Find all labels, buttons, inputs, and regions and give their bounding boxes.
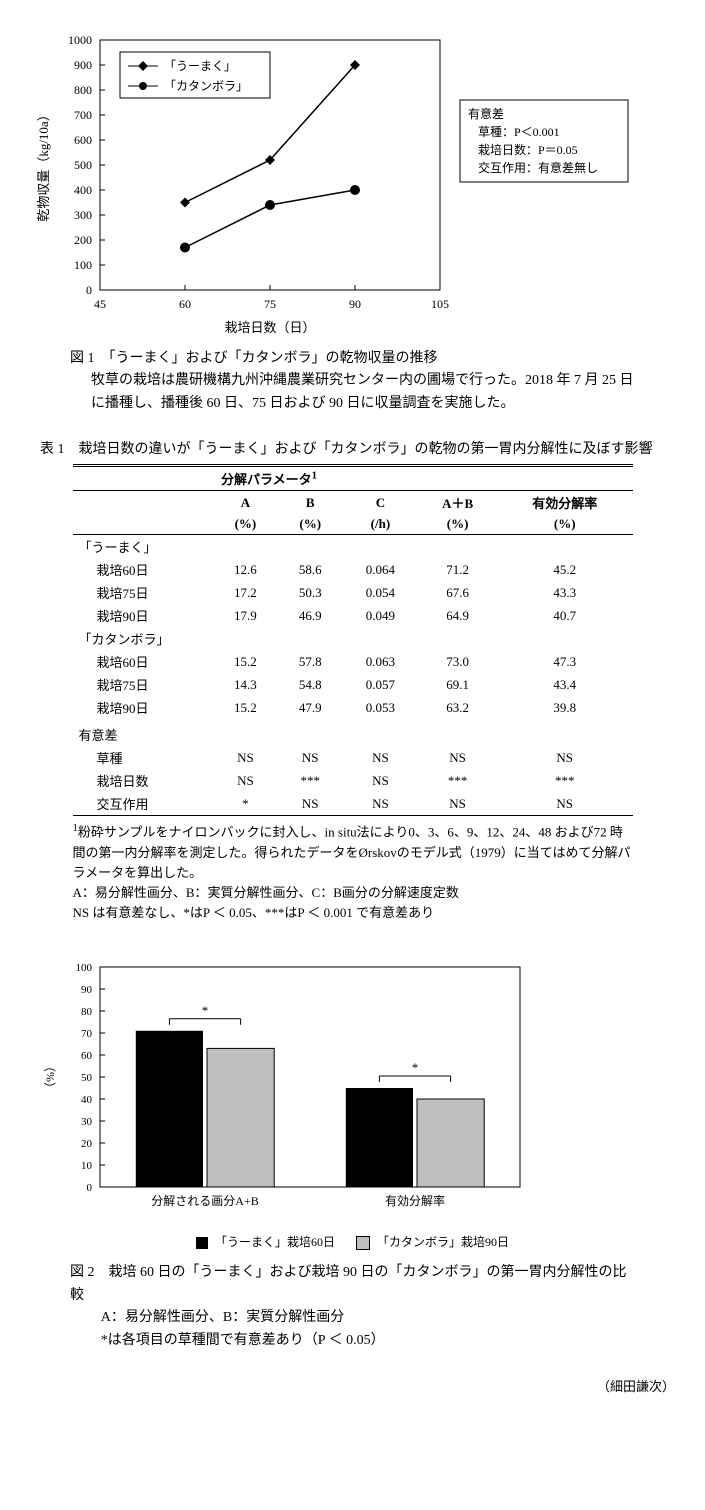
fig2-legend: 「うーまく」栽培60日 「カタンボラ」栽培90日 — [30, 1233, 675, 1250]
svg-text:300: 300 — [74, 208, 92, 222]
svg-text:0: 0 — [87, 1182, 93, 1194]
fig1-plot-area: 0 100 200 300 400 500 600 700 800 900 1000 45 60 75 90… — [30, 20, 675, 340]
svg-text:400: 400 — [74, 183, 92, 197]
col-A: A — [213, 491, 278, 515]
svg-text:1000: 1000 — [68, 33, 92, 47]
svg-text:800: 800 — [74, 83, 92, 97]
fig1-caption-title: 図 1 「うーまく」および「カタンボラ」の乾物収量の推移 — [70, 348, 635, 370]
svg-text:45: 45 — [94, 297, 106, 311]
table-row: 草種NSNSNSNSNS — [73, 746, 633, 769]
table1: 分解パラメータ1 A B C A＋B 有効分解率 (%) (%) (/h) (%… — [73, 464, 633, 816]
table-row: 交互作用*NSNSNSNS — [73, 792, 633, 816]
svg-text:40: 40 — [81, 1094, 93, 1106]
table-row: 「カタンボラ」 — [73, 627, 633, 650]
col-B: B — [278, 491, 343, 515]
svg-text:（%）: （%） — [43, 1060, 57, 1094]
svg-text:90: 90 — [81, 984, 93, 996]
svg-text:10: 10 — [81, 1160, 93, 1172]
table-row: 栽培日数NS***NS****** — [73, 769, 633, 792]
svg-text:70: 70 — [81, 1028, 93, 1040]
svg-text:900: 900 — [74, 58, 92, 72]
svg-text:栽培日数（日）: 栽培日数（日） — [224, 320, 315, 335]
fig1-caption-body: 牧草の栽培は農研機構九州沖縄農業研究センター内の圃場で行った。2018 年 7 … — [70, 370, 635, 415]
svg-text:75: 75 — [264, 297, 276, 311]
svg-text:*: * — [412, 1060, 419, 1075]
svg-text:有意差: 有意差 — [468, 106, 504, 121]
svg-text:交互作用：有意差無し: 交互作用：有意差無し — [478, 160, 598, 175]
svg-text:20: 20 — [81, 1138, 93, 1150]
svg-text:200: 200 — [74, 233, 92, 247]
fig2-plot-area: 0 10 20 30 40 50 60 70 80 90 100 （%） * 分解される画分A+B * 有効分… — [30, 947, 675, 1227]
table1-title: 表 1 栽培日数の違いが「うーまく」および「カタンボラ」の乾物の第一胃内分解性に… — [40, 439, 675, 460]
col-AB: A＋B — [418, 491, 497, 515]
table-row: 栽培90日15.247.90.05363.239.8 — [73, 696, 633, 719]
svg-text:草種：P＜0.001: 草種：P＜0.001 — [478, 125, 560, 139]
svg-text:90: 90 — [349, 297, 361, 311]
svg-text:500: 500 — [74, 158, 92, 172]
author-name: （細田謙次） — [30, 1376, 675, 1395]
table-row: 栽培60日12.658.60.06471.245.2 — [73, 558, 633, 581]
legend-swatch-black — [196, 1237, 208, 1249]
svg-text:50: 50 — [81, 1072, 93, 1084]
table-row: 「うーまく」 — [73, 535, 633, 559]
svg-text:「カタンボラ」: 「カタンボラ」 — [164, 79, 248, 93]
fig2-caption-title: 図 2 栽培 60 日の「うーまく」および栽培 90 日の「カタンボラ」の第一胃… — [70, 1262, 635, 1307]
figure-2: 0 10 20 30 40 50 60 70 80 90 100 （%） * 分解される画分A+B * 有効分… — [30, 947, 675, 1352]
table-row: 栽培60日15.257.80.06373.047.3 — [73, 650, 633, 673]
table1-param-header: 分解パラメータ — [221, 472, 312, 487]
svg-text:105: 105 — [431, 297, 449, 311]
col-eff: 有効分解率 — [497, 491, 633, 515]
col-C: C — [343, 491, 419, 515]
svg-text:600: 600 — [74, 133, 92, 147]
svg-text:*: * — [202, 1003, 209, 1018]
svg-text:30: 30 — [81, 1116, 93, 1128]
svg-text:「うーまく」: 「うーまく」 — [164, 59, 236, 73]
svg-text:60: 60 — [81, 1050, 93, 1062]
svg-text:有効分解率: 有効分解率 — [385, 1193, 445, 1208]
table-row: 有意差 — [73, 719, 633, 746]
svg-text:100: 100 — [74, 258, 92, 272]
table-row: 栽培90日17.946.90.04964.940.7 — [73, 604, 633, 627]
svg-text:栽培日数：P＝0.05: 栽培日数：P＝0.05 — [478, 142, 578, 157]
legend-swatch-gray — [356, 1236, 370, 1250]
svg-text:分解される画分A+B: 分解される画分A+B — [151, 1194, 258, 1208]
svg-text:700: 700 — [74, 108, 92, 122]
fig2-caption: 図 2 栽培 60 日の「うーまく」および栽培 90 日の「カタンボラ」の第一胃… — [70, 1262, 635, 1352]
svg-text:100: 100 — [76, 962, 93, 974]
table-row: 栽培75日17.250.30.05467.643.3 — [73, 581, 633, 604]
svg-text:80: 80 — [81, 1006, 93, 1018]
svg-text:60: 60 — [179, 297, 191, 311]
table-row: 栽培75日14.354.80.05769.143.4 — [73, 673, 633, 696]
figure-1: 0 100 200 300 400 500 600 700 800 900 1000 45 60 75 90… — [30, 20, 675, 415]
fig1-caption: 図 1 「うーまく」および「カタンボラ」の乾物収量の推移 牧草の栽培は農研機構九… — [70, 348, 635, 415]
svg-text:乾物収量（kg/10a）: 乾物収量（kg/10a） — [36, 108, 51, 221]
table1-footnotes: 1粉砕サンプルをナイロンバックに封入し、in situ法により0、3、6、9、1… — [73, 820, 633, 923]
svg-text:0: 0 — [86, 283, 92, 297]
